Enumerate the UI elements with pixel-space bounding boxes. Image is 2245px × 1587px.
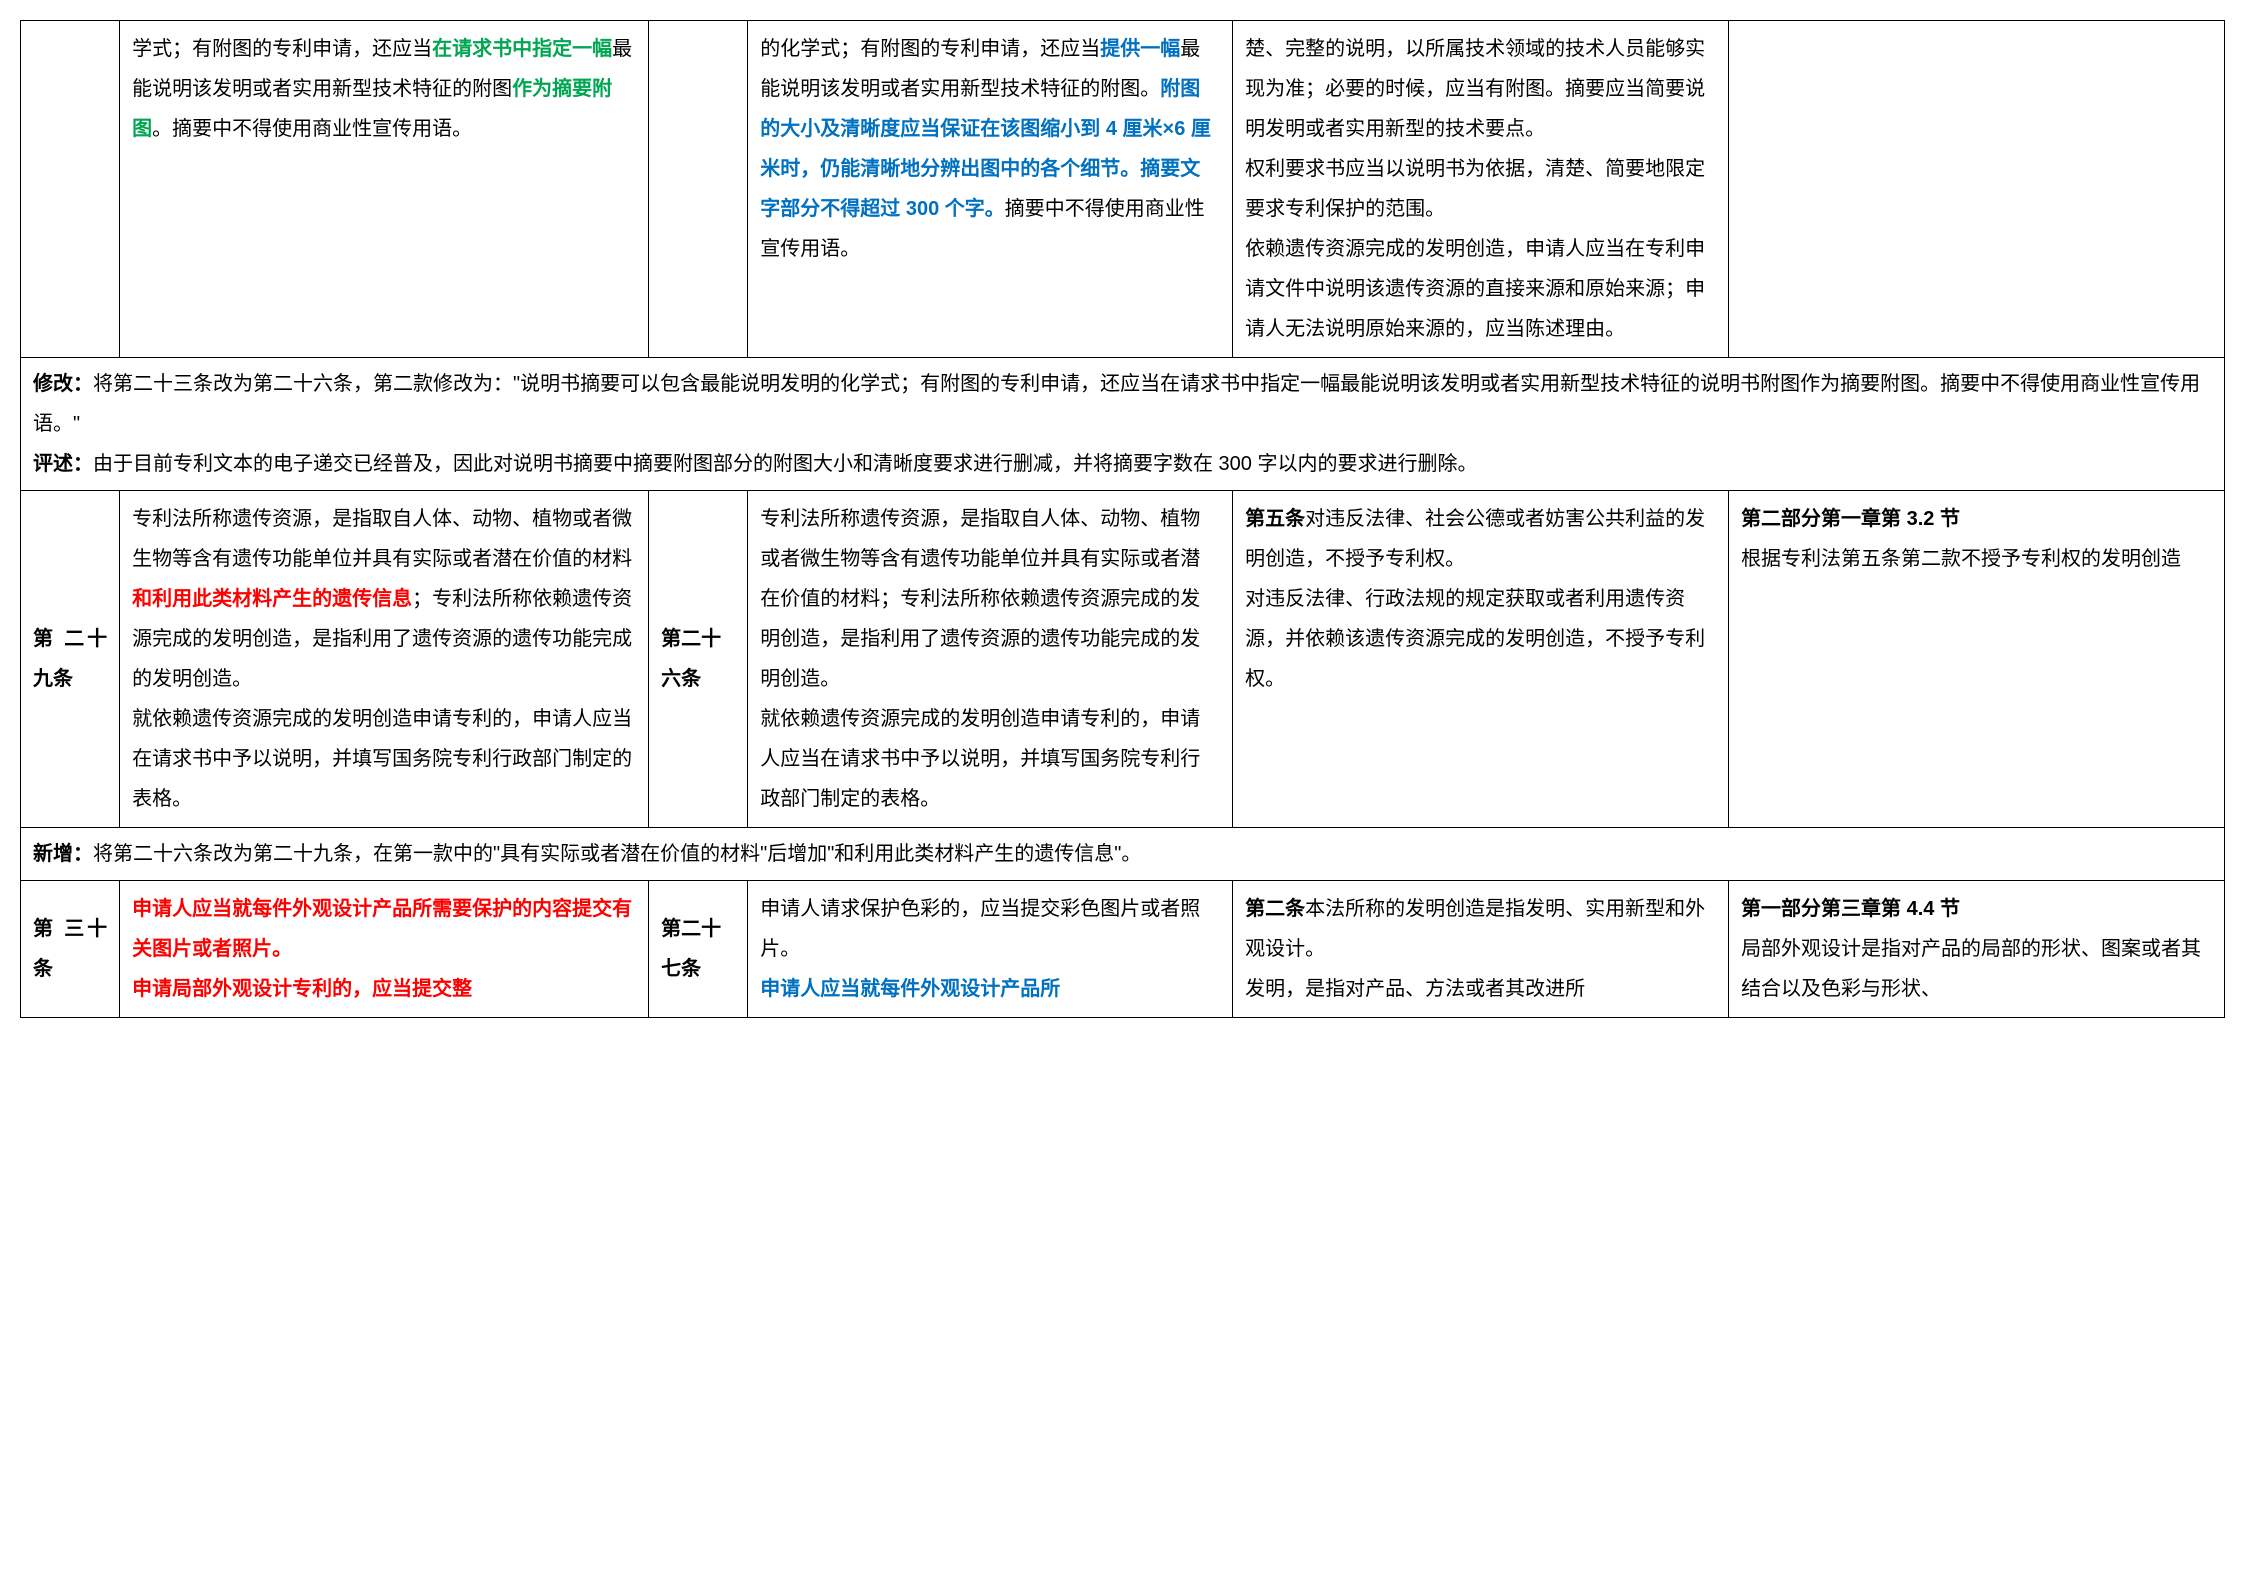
content-cell [1729,21,2225,358]
note-cell: 新增：将第二十六条改为第二十九条，在第一款中的"具有实际或者潜在价值的材料"后增… [21,828,2225,881]
note-cell: 修改：将第二十三条改为第二十六条，第二款修改为："说明书摘要可以包含最能说明发明… [21,358,2225,491]
article-number-cell: 第二十七条 [649,881,748,1018]
content-cell: 第一部分第三章第 4.4 节 局部外观设计是指对产品的局部的形状、图案或者其结合… [1729,881,2225,1018]
text-fragment: 专利法所称遗传资源，是指取自人体、动物、植物或者微生物等含有遗传功能单位并具有实… [760,508,1200,810]
section-ref-bold: 第二部分第一章第 3.2 节 [1741,499,2212,539]
highlight-red: 申请人应当就每件外观设计产品所需要保护的内容提交有关图片或者照片。 [132,889,636,969]
review-label: 评述： [33,453,93,475]
text-fragment: 专利法所称遗传资源，是指取自人体、动物、植物或者微生物等含有遗传功能单位并具有实… [132,508,632,570]
content-cell: 楚、完整的说明，以所属技术领域的技术人员能够实现为准；必要的时候，应当有附图。摘… [1233,21,1729,358]
text-fragment: 本法所称的发明创造是指发明、实用新型和外观设计。 发明，是指对产品、方法或者其改… [1245,898,1705,1000]
article-number-cell: 第 三十条 [21,881,120,1018]
text-fragment: 局部外观设计是指对产品的局部的形状、图案或者其结合以及色彩与形状、 [1741,929,2212,1009]
highlight-green: 在请求书中指定一幅 [432,38,612,60]
note-row: 修改：将第二十三条改为第二十六条，第二款修改为："说明书摘要可以包含最能说明发明… [21,358,2225,491]
table-row: 学式；有附图的专利申请，还应当在请求书中指定一幅最能说明该发明或者实用新型技术特… [21,21,2225,358]
content-cell: 申请人应当就每件外观设计产品所需要保护的内容提交有关图片或者照片。 申请局部外观… [120,881,649,1018]
review-text: 由于目前专利文本的电子递交已经普及，因此对说明书摘要中摘要附图部分的附图大小和清… [93,453,1477,475]
text-fragment: 对违反法律、社会公德或者妨害公共利益的发明创造，不授予专利权。 对违反法律、行政… [1245,508,1705,690]
article-number-cell: 第二十六条 [649,491,748,828]
content-cell: 第五条对违反法律、社会公德或者妨害公共利益的发明创造，不授予专利权。 对违反法律… [1233,491,1729,828]
content-cell: 学式；有附图的专利申请，还应当在请求书中指定一幅最能说明该发明或者实用新型技术特… [120,21,649,358]
article-ref-bold: 第二条 [1245,898,1305,920]
comparison-table: 学式；有附图的专利申请，还应当在请求书中指定一幅最能说明该发明或者实用新型技术特… [20,20,2225,1018]
highlight-red: 和利用此类材料产生的遗传信息 [132,588,412,610]
article-number-cell: 第 二十 九条 [21,491,120,828]
text-fragment: 学式；有附图的专利申请，还应当 [132,38,432,60]
highlight-blue: 提供一幅 [1100,38,1180,60]
modification-text: 将第二十三条改为第二十六条，第二款修改为："说明书摘要可以包含最能说明发明的化学… [33,373,2200,435]
text-fragment: 申请人请求保护色彩的，应当提交彩色图片或者照片。 [760,889,1220,969]
note-row: 新增：将第二十六条改为第二十九条，在第一款中的"具有实际或者潜在价值的材料"后增… [21,828,2225,881]
section-ref-bold: 第一部分第三章第 4.4 节 [1741,889,2212,929]
table-row: 第 三十条 申请人应当就每件外观设计产品所需要保护的内容提交有关图片或者照片。 … [21,881,2225,1018]
modification-label: 修改： [33,373,93,395]
text-fragment: 。摘要中不得使用商业性宣传用语。 [152,118,472,140]
text-fragment: 根据专利法第五条第二款不授予专利权的发明创造 [1741,539,2212,579]
text-fragment: ；专利法所称依赖遗传资源完成的发明创造，是指利用了遗传资源的遗传功能完成的发明创… [132,588,632,810]
content-cell: 的化学式；有附图的专利申请，还应当提供一幅最能说明该发明或者实用新型技术特征的附… [748,21,1233,358]
table-row: 第 二十 九条 专利法所称遗传资源，是指取自人体、动物、植物或者微生物等含有遗传… [21,491,2225,828]
addition-text: 将第二十六条改为第二十九条，在第一款中的"具有实际或者潜在价值的材料"后增加"和… [93,843,1141,865]
content-cell: 第二部分第一章第 3.2 节 根据专利法第五条第二款不授予专利权的发明创造 [1729,491,2225,828]
content-cell: 专利法所称遗传资源，是指取自人体、动物、植物或者微生物等含有遗传功能单位并具有实… [748,491,1233,828]
highlight-blue: 申请人应当就每件外观设计产品所 [760,969,1220,1009]
content-cell: 第二条本法所称的发明创造是指发明、实用新型和外观设计。 发明，是指对产品、方法或… [1233,881,1729,1018]
highlight-red: 申请局部外观设计专利的，应当提交整 [132,969,636,1009]
article-ref-bold: 第五条 [1245,508,1305,530]
article-number-cell [649,21,748,358]
text-fragment: 的化学式；有附图的专利申请，还应当 [760,38,1100,60]
addition-label: 新增： [33,843,93,865]
article-number-cell [21,21,120,358]
content-cell: 申请人请求保护色彩的，应当提交彩色图片或者照片。 申请人应当就每件外观设计产品所 [748,881,1233,1018]
text-fragment: 楚、完整的说明，以所属技术领域的技术人员能够实现为准；必要的时候，应当有附图。摘… [1245,38,1705,340]
content-cell: 专利法所称遗传资源，是指取自人体、动物、植物或者微生物等含有遗传功能单位并具有实… [120,491,649,828]
